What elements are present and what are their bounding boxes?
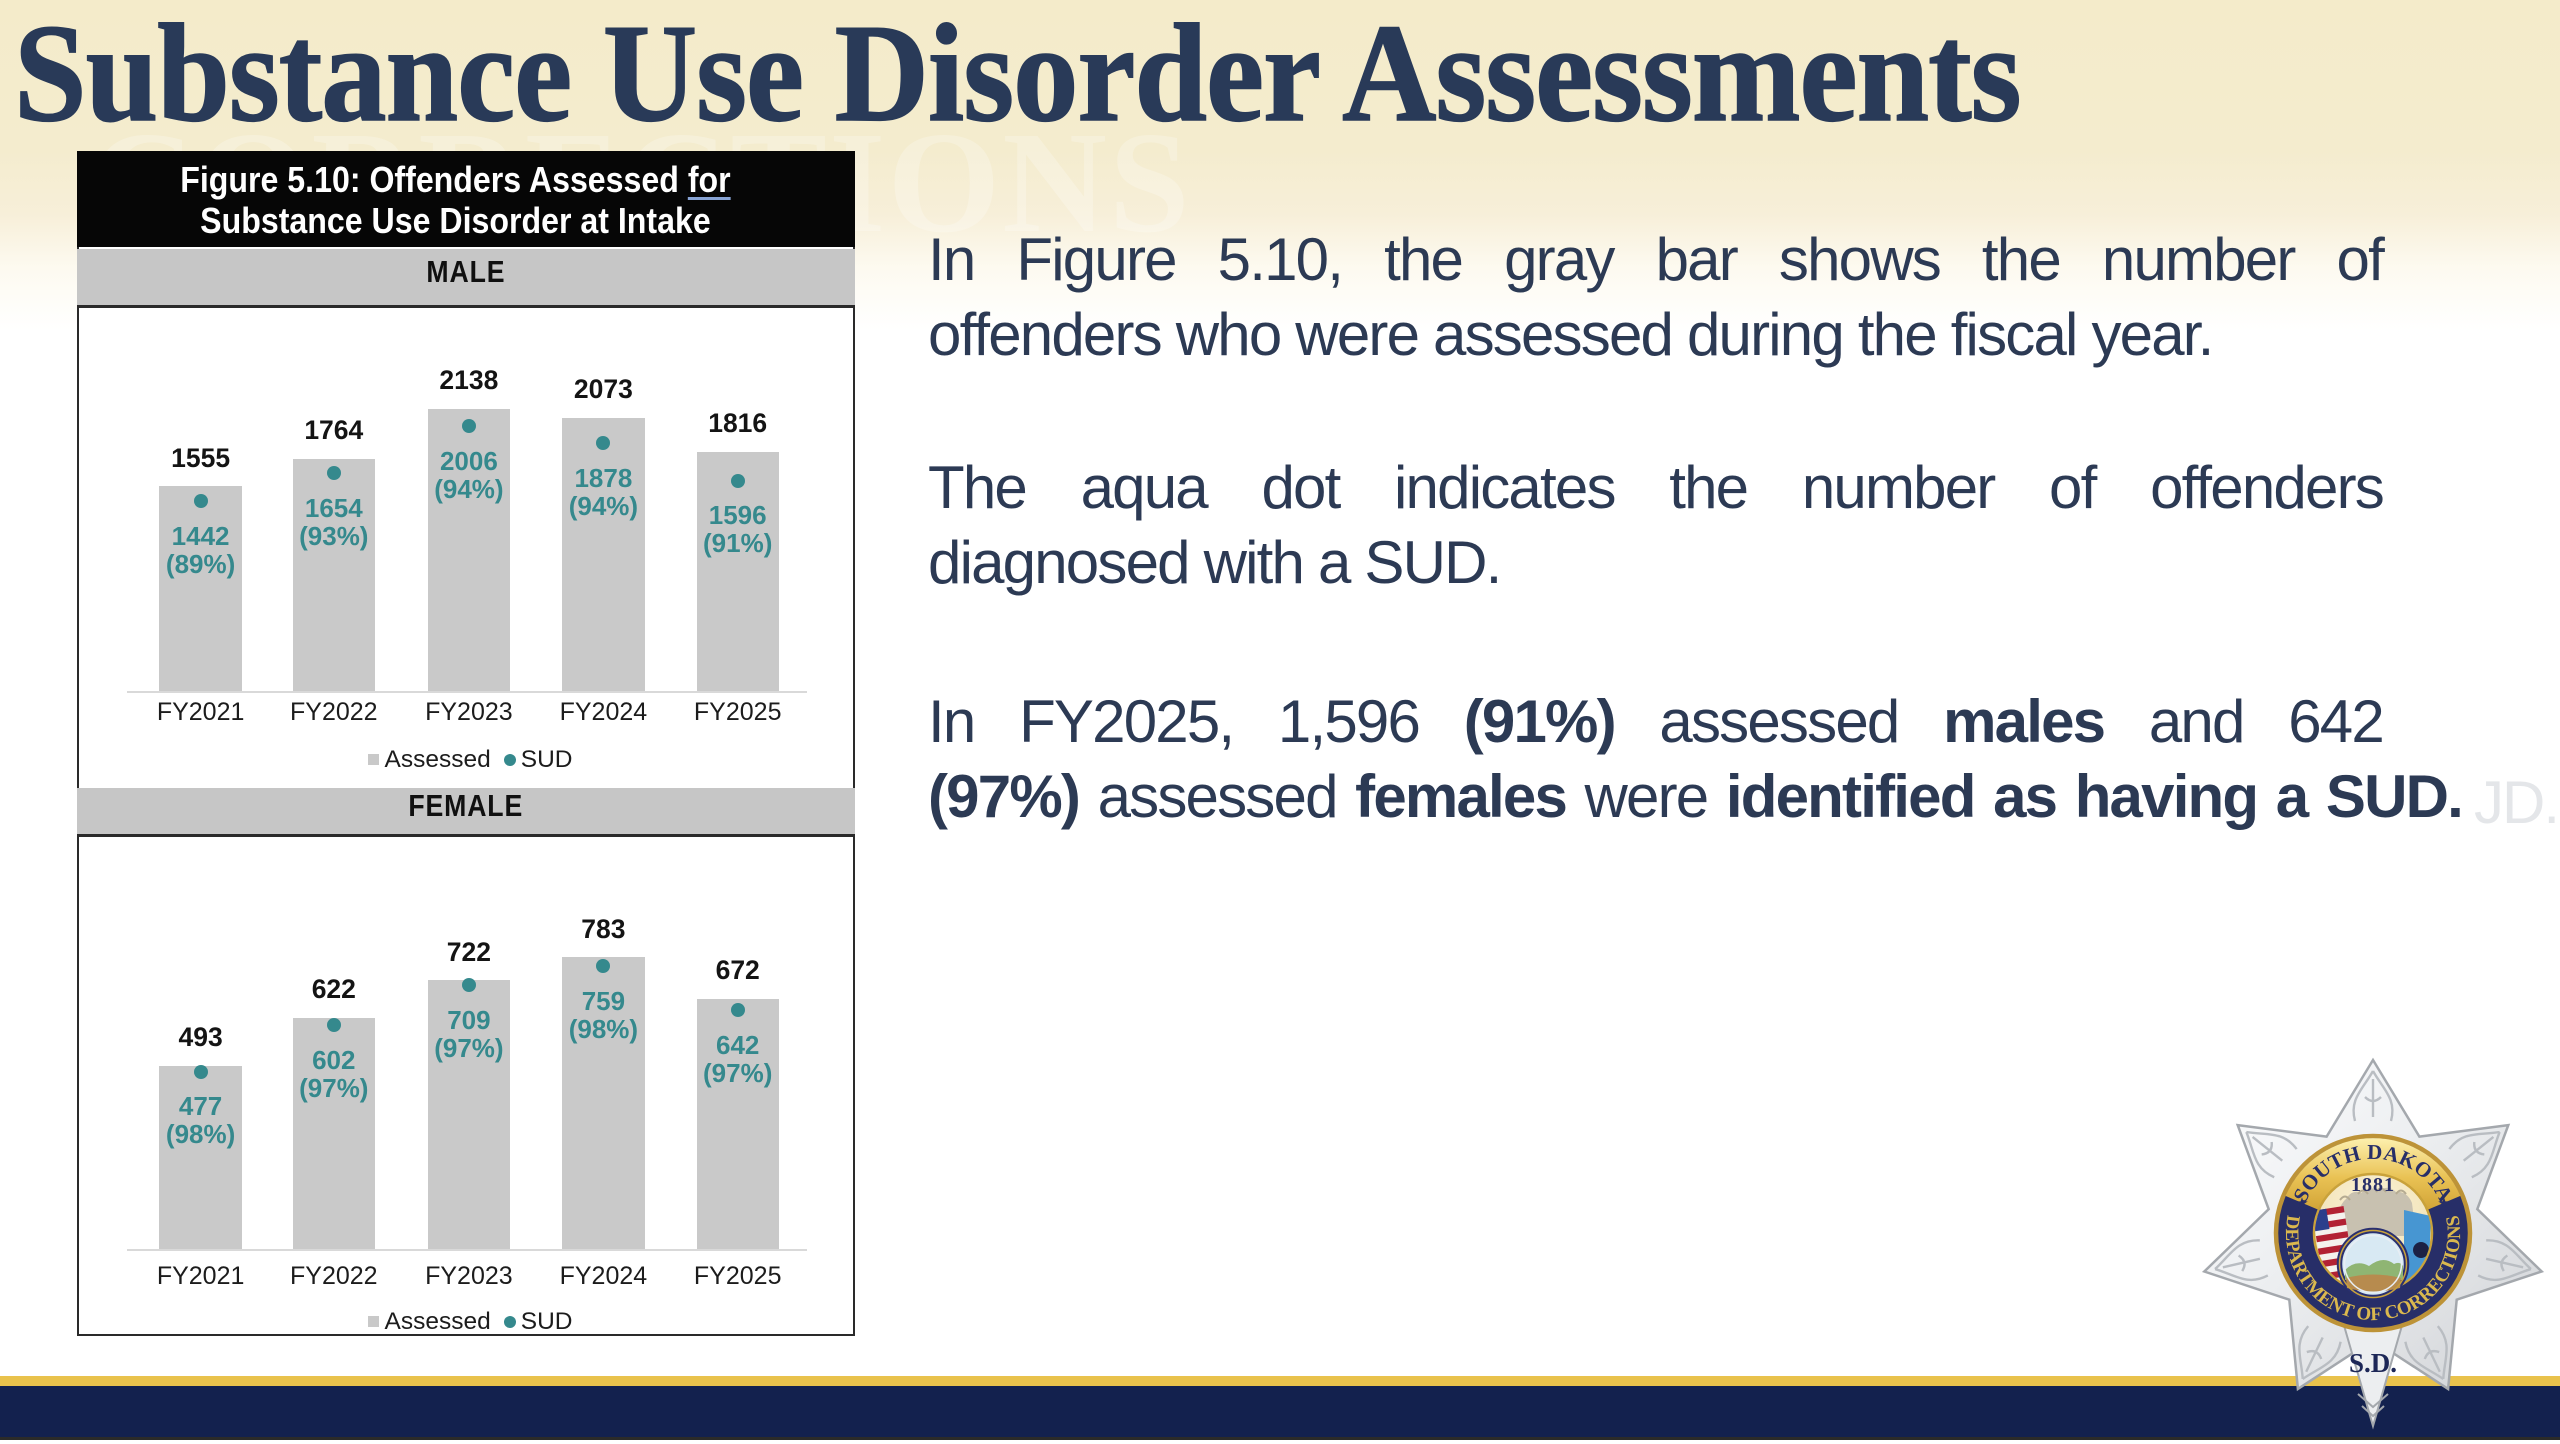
svg-text:★: ★ <box>2437 1195 2450 1212</box>
svg-text:★: ★ <box>2295 1195 2308 1212</box>
svg-text:1881: 1881 <box>2351 1174 2395 1196</box>
svg-text:S.D.: S.D. <box>2349 1348 2397 1378</box>
